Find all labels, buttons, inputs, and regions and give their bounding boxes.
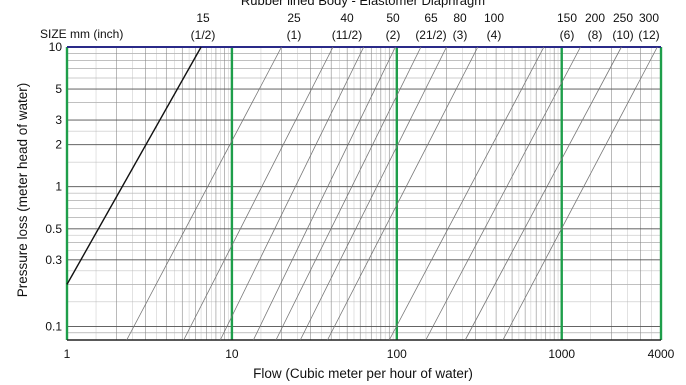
size-mm-label: 65 <box>424 11 438 25</box>
series-line-2 <box>126 46 282 341</box>
plot-frame <box>67 46 661 341</box>
y-tick-label: 2 <box>55 138 62 152</box>
x-tick-labels: 1 10 100 1000 4000 <box>64 347 675 361</box>
x-tick-label: 100 <box>387 347 407 361</box>
series-line-9 <box>388 46 545 341</box>
size-inch-label: (1) <box>287 28 302 42</box>
minor-grid <box>67 47 661 341</box>
series-line-3 <box>183 46 334 341</box>
series-line-8 <box>327 46 479 341</box>
size-mm-label: 200 <box>585 11 605 25</box>
x-tick-label: 4000 <box>648 347 675 361</box>
y-tick-label: 5 <box>55 82 62 96</box>
size-mm-label: 250 <box>613 11 633 25</box>
size-mm-label: 25 <box>287 11 301 25</box>
size-inch-label: (11/2) <box>332 28 362 42</box>
series-line-10 <box>425 46 581 341</box>
size-inch-label: (6) <box>560 28 575 42</box>
y-tick-label: 0.1 <box>45 319 62 333</box>
size-mm-label: 15 <box>196 11 210 25</box>
size-inch-label: (4) <box>487 28 502 42</box>
x-tick-label: 1 <box>64 347 71 361</box>
y-axis-title: Pressure loss (meter head of water) <box>15 83 30 298</box>
series-line-4 <box>219 46 365 341</box>
size-mm-label: 80 <box>453 11 467 25</box>
size-inch-label: (12) <box>638 28 659 42</box>
size-labels: 15 (1/2) 25 (1) 40 (11/2) 50 (2) 65 (21/2) 80 (3) 10… <box>191 11 660 42</box>
size-mm-label: 150 <box>557 11 577 25</box>
major-grid <box>65 47 663 340</box>
y-tick-label: 10 <box>49 40 63 54</box>
series-line-1 <box>66 46 202 285</box>
x-tick-label: 1000 <box>548 347 575 361</box>
x-axis-title: Flow (Cubic meter per hour of water) <box>253 366 473 381</box>
y-tick-label: 0.3 <box>45 253 62 267</box>
y-tick-label: 1 <box>55 180 62 194</box>
y-tick-label: 0.5 <box>45 222 62 236</box>
y-tick-labels: 0.1 0.3 0.5 1 2 3 5 10 <box>45 40 62 333</box>
series-line-6 <box>275 46 422 341</box>
series-line-7 <box>299 46 447 341</box>
size-header: SIZE mm (inch) <box>40 27 123 41</box>
size-mm-label: 40 <box>340 11 354 25</box>
size-mm-label: 100 <box>484 11 504 25</box>
series-line-12 <box>502 46 658 341</box>
size-inch-label: (2) <box>386 28 401 42</box>
series-line-5 <box>253 46 396 341</box>
series-line-11 <box>464 46 622 341</box>
series-lines <box>66 46 658 341</box>
size-inch-label: (21/2) <box>415 28 446 42</box>
size-mm-label: 300 <box>639 11 659 25</box>
size-inch-label: (1/2) <box>191 28 216 42</box>
size-inch-label: (3) <box>453 28 468 42</box>
chart-title: Rubber lined Body - Elastomer Diaphragm <box>241 0 485 8</box>
size-inch-label: (8) <box>588 28 603 42</box>
size-inch-label: (10) <box>612 28 633 42</box>
y-tick-label: 3 <box>55 113 62 127</box>
size-mm-label: 50 <box>386 11 400 25</box>
x-tick-label: 10 <box>225 347 239 361</box>
